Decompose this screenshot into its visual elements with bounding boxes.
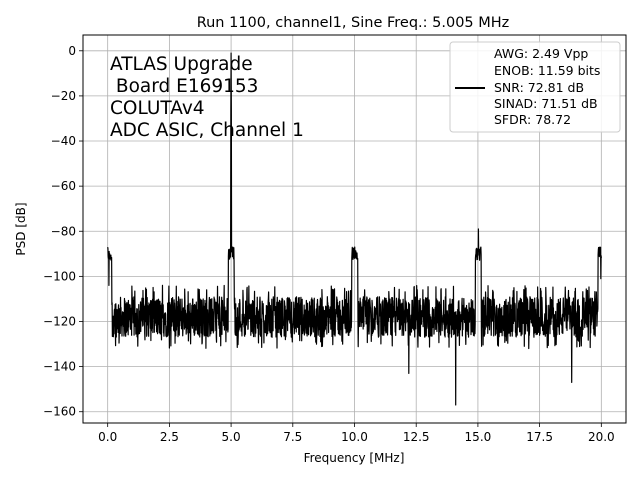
psd-series — [107, 52, 602, 406]
annotation-block: ATLAS Upgrade Board E169153 COLUTAv4 ADC… — [110, 54, 304, 141]
x-axis-label: Frequency [MHz] — [304, 451, 405, 465]
legend-box — [449, 41, 621, 133]
x-tick-label: 12.5 — [403, 430, 430, 444]
y-tick-label: −140 — [43, 360, 76, 374]
x-tick-label: 7.5 — [283, 430, 302, 444]
x-axis-ticks: 0.0 2.5 5.0 7.5 10.0 12.5 15.0 17.5 20.0 — [98, 423, 615, 444]
x-tick-label: 2.5 — [160, 430, 179, 444]
annotation-line-3: COLUTAv4 — [110, 98, 205, 119]
legend-snr: SNR: 72.81 dB — [494, 80, 584, 95]
y-tick-label: −20 — [51, 89, 76, 103]
psd-line — [107, 52, 602, 406]
x-tick-label: 20.0 — [588, 430, 615, 444]
y-tick-label: −60 — [51, 179, 76, 193]
legend-awg: AWG: 2.49 Vpp — [494, 46, 588, 61]
y-tick-label: −160 — [43, 405, 76, 419]
legend-sinad: SINAD: 71.51 dB — [494, 96, 598, 111]
chart-title: Run 1100, channel1, Sine Freq.: 5.005 MH… — [197, 15, 510, 31]
x-tick-label: 17.5 — [526, 430, 553, 444]
y-tick-label: 0 — [68, 44, 76, 58]
annotation-line-2: Board E169153 — [110, 76, 258, 97]
y-tick-label: −100 — [43, 269, 76, 283]
y-tick-label: −120 — [43, 314, 76, 328]
y-axis-ticks: 0 −20 −40 −60 −80 −100 −120 −140 −160 — [43, 44, 83, 419]
y-tick-label: −40 — [51, 134, 76, 148]
annotation-line-4: ADC ASIC, Channel 1 — [110, 120, 304, 141]
legend-sfdr: SFDR: 78.72 — [494, 112, 571, 127]
x-tick-label: 10.0 — [341, 430, 368, 444]
x-tick-label: 5.0 — [222, 430, 241, 444]
legend-enob: ENOB: 11.59 bits — [494, 63, 600, 78]
x-tick-label: 0.0 — [98, 430, 117, 444]
legend: AWG: 2.49 Vpp ENOB: 11.59 bits SNR: 72.8… — [449, 41, 621, 133]
x-tick-label: 15.0 — [465, 430, 492, 444]
annotation-line-1: ATLAS Upgrade — [110, 54, 253, 75]
y-tick-label: −80 — [51, 224, 76, 238]
y-axis-label: PSD [dB] — [14, 202, 28, 255]
